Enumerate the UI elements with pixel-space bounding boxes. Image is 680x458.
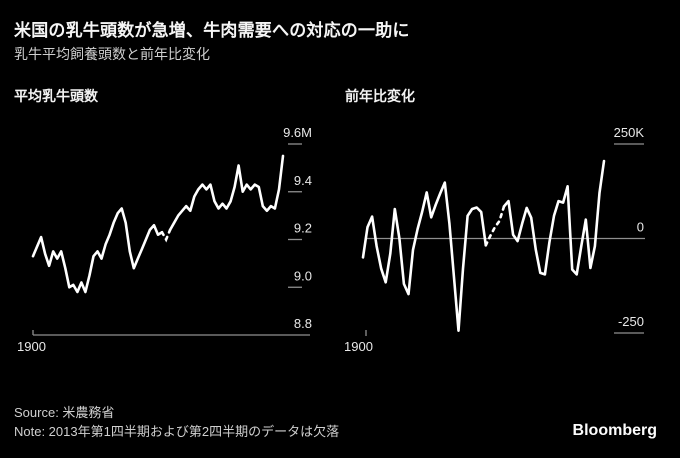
x-tick-label: 1900 [344,339,373,354]
data-line [31,154,285,294]
data-missing-note: Note: 2013年第1四半期および第2四半期のデータは欠落 [14,424,340,439]
y-tick-label: 9.6M [283,125,312,140]
data-line [361,159,606,332]
bloomberg-logo: Bloomberg [572,422,657,439]
y-tick-label: -250 [618,314,644,329]
year-over-year-change-chart: 250K 0 -250 1900 [344,125,645,354]
y-tick-label: 8.8 [294,316,312,331]
y-tick-label: 0 [637,220,644,235]
y-tick-label: 250K [614,125,645,140]
average-dairy-cow-count-chart: 9.6M 9.4 9.2 9.0 8.8 1900 [17,125,312,354]
y-tick-label: 9.0 [294,268,312,283]
right-chart-title: 前年比変化 [345,88,415,104]
data-line-dashed-gap [484,205,506,247]
y-tick-label: 9.4 [294,173,312,188]
source-note: Source: 米農務省 [14,405,115,420]
page-title: 米国の乳牛頭数が急増、牛肉需要への対応の一助に [14,21,410,40]
x-tick-label: 1900 [17,339,46,354]
page-subtitle: 乳牛平均飼養頭数と前年比変化 [14,46,210,62]
y-tick-label: 9.2 [294,221,312,236]
left-chart-title: 平均乳牛頭数 [14,88,98,104]
data-line-dashed-gap [160,228,172,243]
